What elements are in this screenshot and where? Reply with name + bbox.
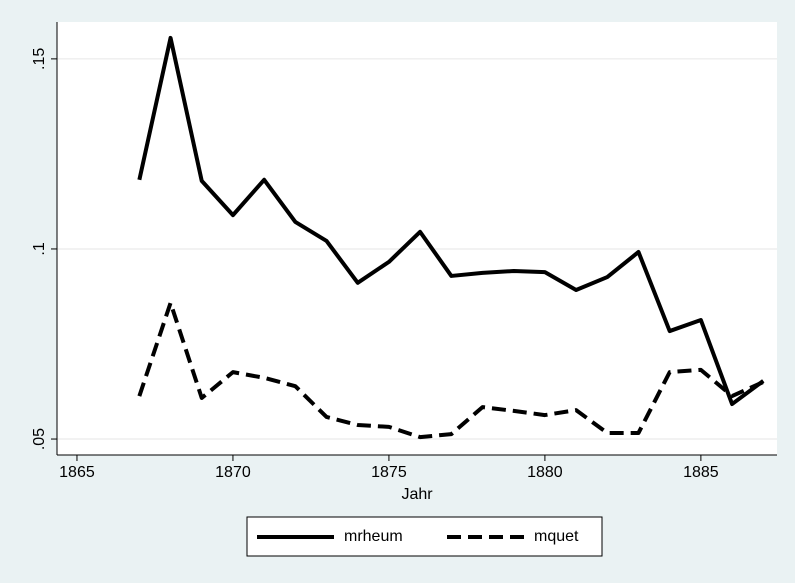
plot-area bbox=[57, 22, 777, 455]
y-tick-label: .15 bbox=[31, 48, 48, 70]
series-line bbox=[137, 300, 765, 440]
y-tick-label: .05 bbox=[31, 428, 48, 450]
series-line bbox=[137, 35, 765, 407]
x-tick-label: 1885 bbox=[683, 464, 719, 481]
y-tick-label: .1 bbox=[31, 242, 48, 255]
x-tick-label: 1870 bbox=[215, 464, 251, 481]
x-tick-label: 1875 bbox=[371, 464, 407, 481]
x-tick-label: 1880 bbox=[527, 464, 563, 481]
x-axis-title: Jahr bbox=[401, 486, 433, 503]
legend-label: mquet bbox=[534, 528, 579, 545]
legend-label: mrheum bbox=[344, 528, 403, 545]
x-tick-label: 1865 bbox=[59, 464, 95, 481]
